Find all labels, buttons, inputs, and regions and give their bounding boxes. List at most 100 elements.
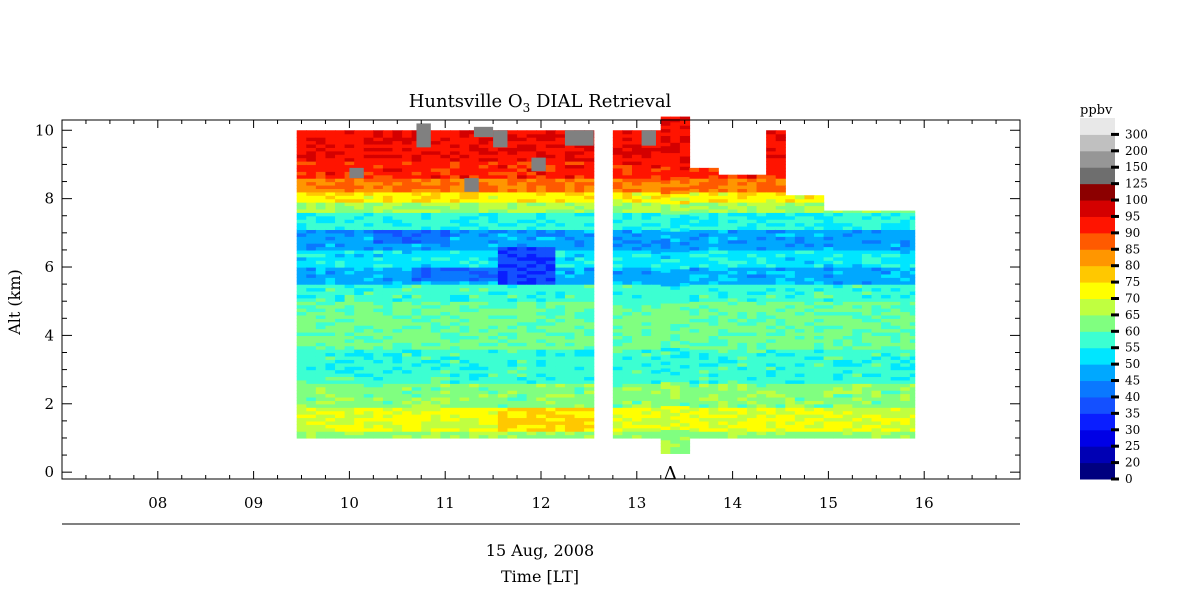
heatmap-cell (823, 304, 834, 309)
heatmap-cell (622, 202, 633, 207)
heatmap-cell (469, 297, 480, 302)
heatmap-cell (804, 215, 815, 220)
heatmap-cell (402, 407, 413, 412)
heatmap-cell (497, 287, 509, 292)
heatmap-cell (564, 362, 576, 367)
heatmap-cell (306, 314, 317, 319)
heatmap-cell (766, 246, 777, 251)
heatmap-cell (785, 362, 796, 367)
heatmap-cell (507, 246, 518, 251)
heatmap-cell (469, 424, 480, 429)
heatmap-cell (679, 350, 691, 355)
heatmap-cell (641, 154, 652, 159)
heatmap-cell (564, 304, 576, 309)
heatmap-cell (517, 359, 528, 364)
heatmap-cell (335, 270, 346, 275)
heatmap-cell (699, 246, 710, 251)
heatmap-cell (517, 147, 528, 152)
heatmap-cell (775, 147, 786, 152)
heatmap-cell (689, 304, 700, 309)
heatmap-cell (823, 342, 834, 347)
heatmap-cell (402, 311, 413, 316)
heatmap-cell (536, 301, 547, 306)
heatmap-cell (727, 184, 738, 189)
heatmap-cell (794, 379, 806, 384)
heatmap-cell (746, 202, 758, 207)
heatmap-cell (727, 202, 738, 207)
heatmap-cell (411, 181, 422, 186)
heatmap-cell (660, 439, 671, 444)
heatmap-cell (775, 249, 786, 254)
heatmap-cell (689, 390, 700, 395)
heatmap-cell (354, 290, 365, 295)
heatmap-cell (766, 202, 777, 207)
heatmap-cell (526, 232, 537, 237)
heatmap-cell (373, 270, 384, 275)
heatmap-cell (440, 154, 451, 159)
heatmap-cell (651, 140, 662, 145)
heatmap-cell (392, 267, 403, 272)
heatmap-cell (344, 355, 355, 360)
heatmap-cell (756, 431, 767, 436)
heatmap-cell (306, 328, 317, 333)
heatmap-cell (430, 338, 442, 343)
heatmap-cell (335, 318, 346, 323)
heatmap-cell (842, 239, 853, 244)
heatmap-cell (536, 198, 547, 203)
heatmap-cell (325, 208, 336, 213)
heatmap-cell (315, 202, 327, 207)
heatmap-cell (699, 229, 710, 234)
heatmap-cell (411, 270, 422, 275)
heatmap-cell (373, 229, 384, 234)
heatmap-cell (842, 373, 853, 378)
heatmap-cell (632, 301, 643, 306)
heatmap-cell (459, 205, 470, 210)
heatmap-cell (641, 215, 652, 220)
heatmap-cell (756, 345, 767, 350)
heatmap-cell (564, 294, 576, 299)
heatmap-cell (746, 338, 758, 343)
heatmap-cell (670, 145, 681, 150)
heatmap-cell (651, 362, 662, 367)
heatmap-cell (871, 424, 882, 429)
heatmap-cell (335, 263, 346, 268)
heatmap-cell (708, 280, 719, 285)
heatmap-cell (612, 161, 624, 166)
heatmap-cell (402, 249, 413, 254)
heatmap-cell (737, 431, 748, 436)
heatmap-cell (794, 352, 806, 357)
heatmap-cell (622, 256, 633, 261)
heatmap-cell (708, 373, 719, 378)
heatmap-cell (507, 325, 518, 330)
heatmap-cell (794, 208, 806, 213)
heatmap-cell (469, 167, 480, 172)
heatmap-cell (699, 359, 710, 364)
heatmap-cell (823, 335, 834, 340)
heatmap-cell (306, 157, 317, 162)
heatmap-cell (861, 304, 873, 309)
heatmap-cell (823, 407, 834, 412)
heatmap-cell (574, 369, 585, 374)
heatmap-cell (536, 188, 547, 193)
heatmap-cell (833, 410, 844, 415)
heatmap-cell (737, 273, 748, 278)
heatmap-cell (526, 352, 537, 357)
heatmap-cell (421, 369, 432, 374)
heatmap-cell (545, 263, 556, 268)
heatmap-cell (488, 345, 499, 350)
heatmap-cell (315, 212, 327, 217)
heatmap-cell (430, 393, 442, 398)
heatmap-cell (718, 335, 729, 340)
heatmap-cell (612, 188, 624, 193)
heatmap-cell (555, 410, 566, 415)
heatmap-cell (373, 420, 384, 425)
heatmap-cell (852, 424, 863, 429)
heatmap-cell (478, 417, 489, 422)
heatmap-cell (679, 408, 691, 413)
heatmap-cell (497, 181, 509, 186)
heatmap-cell (335, 174, 346, 179)
heatmap-cell (727, 400, 738, 405)
heatmap-cell (517, 431, 528, 436)
heatmap-cell (497, 362, 509, 367)
